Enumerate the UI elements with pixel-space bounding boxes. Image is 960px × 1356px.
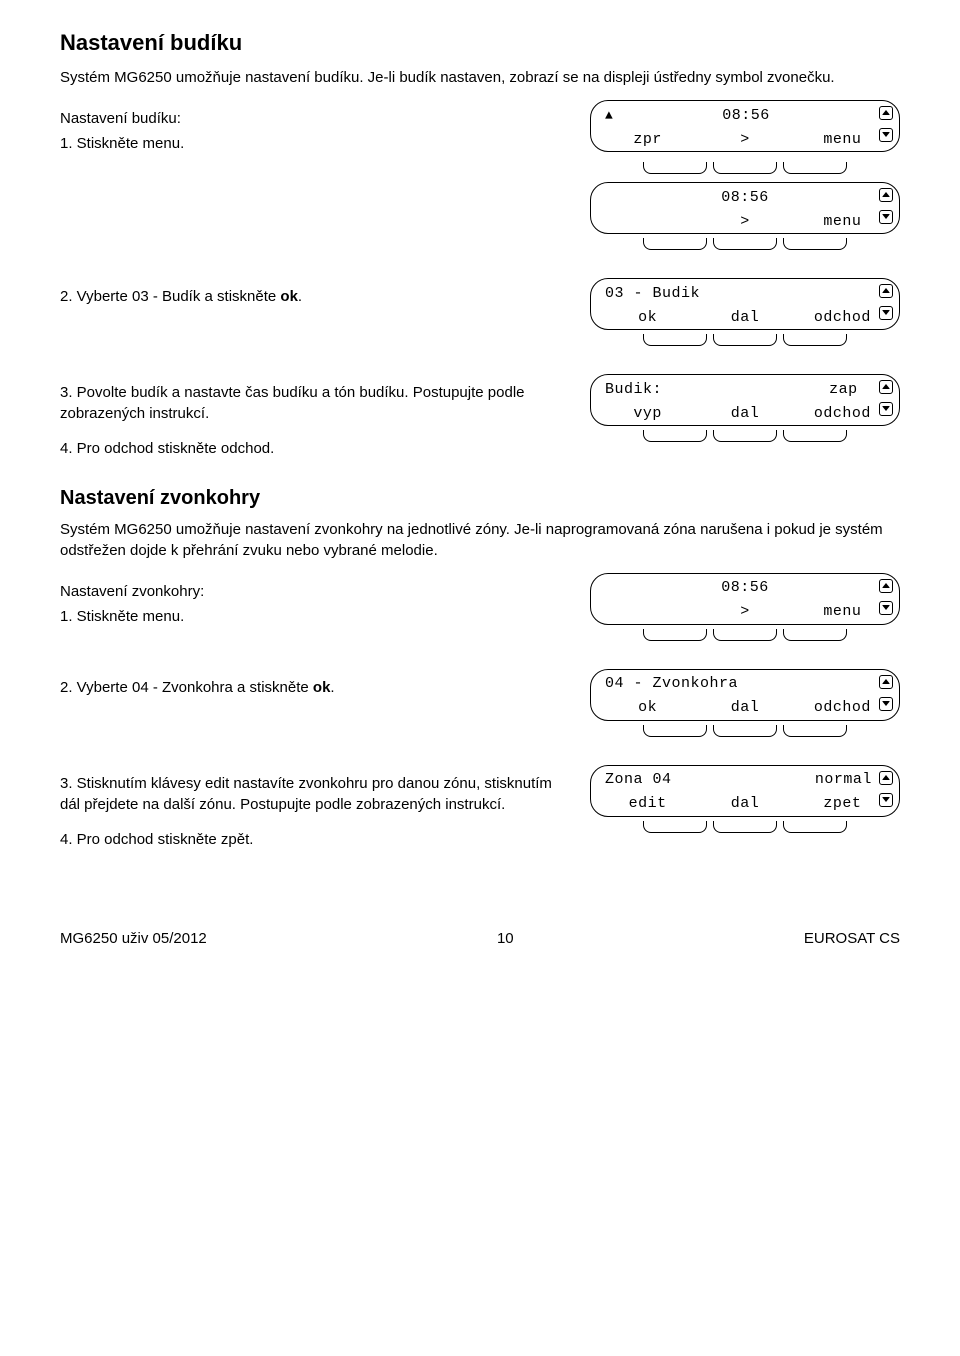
lcd-panel: ▲ 08:56 zpr > menu <box>590 100 900 152</box>
softkey[interactable] <box>783 430 847 442</box>
softkey-row <box>590 334 900 346</box>
alarm-steps-label: Nastavení budíku: <box>60 108 566 129</box>
softkey[interactable] <box>783 162 847 174</box>
lcd-time: 08:56 <box>699 107 793 124</box>
page-footer: MG6250 uživ 05/2012 10 EUROSAT CS <box>60 930 900 947</box>
scroll-arrows <box>879 675 893 711</box>
scroll-arrows <box>879 106 893 142</box>
footer-left: MG6250 uživ 05/2012 <box>60 930 207 947</box>
softkey-label: dal <box>696 795 793 812</box>
lcd-line: normal <box>796 771 891 788</box>
scroll-arrows <box>879 579 893 615</box>
alarm-step1: 1. Stiskněte menu. <box>60 133 566 154</box>
softkey[interactable] <box>643 238 707 250</box>
softkey[interactable] <box>713 334 777 346</box>
lcd-panel: 04 - Zvonkohra ok dal odchod <box>590 669 900 721</box>
softkey-row <box>590 629 900 641</box>
chime-step3: 3. Stisknutím klávesy edit nastavíte zvo… <box>60 773 566 815</box>
softkey-label: > <box>696 603 793 620</box>
softkey[interactable] <box>713 162 777 174</box>
softkey[interactable] <box>713 821 777 833</box>
softkey-row <box>590 725 900 737</box>
softkey[interactable] <box>643 629 707 641</box>
lcd-panel: 08:56 > menu <box>590 182 900 234</box>
softkey-label: odchod <box>794 405 891 422</box>
softkey[interactable] <box>783 629 847 641</box>
lcd-line: 04 - Zvonkohra <box>599 675 796 692</box>
scroll-arrows <box>879 188 893 224</box>
alarm-heading: Nastavení budíku <box>60 30 900 56</box>
softkey-label: > <box>696 213 793 230</box>
softkey-label: > <box>696 131 793 148</box>
chime-step2-bold: ok <box>313 679 331 696</box>
alarm-intro: Systém MG6250 umožňuje nastavení budíku.… <box>60 68 900 88</box>
status-icon: ▲ <box>599 108 699 123</box>
softkey-label: odchod <box>794 309 891 326</box>
lcd-panel: 08:56 > menu <box>590 573 900 625</box>
alarm-step3: 3. Povolte budík a nastavte čas budíku a… <box>60 382 566 424</box>
softkey-label: dal <box>696 699 793 716</box>
softkey[interactable] <box>713 629 777 641</box>
softkey[interactable] <box>643 334 707 346</box>
softkey-row <box>590 162 900 174</box>
softkey[interactable] <box>713 725 777 737</box>
scroll-arrows <box>879 284 893 320</box>
alarm-step2-pre: 2. Vyberte 03 - Budík a stiskněte <box>60 288 280 305</box>
softkey-row <box>590 430 900 442</box>
softkey-row <box>590 238 900 250</box>
softkey[interactable] <box>643 821 707 833</box>
alarm-step2-bold: ok <box>280 288 298 305</box>
footer-page-number: 10 <box>497 930 514 947</box>
scroll-arrows <box>879 380 893 416</box>
lcd-panel: Zona 04 normal edit dal zpet <box>590 765 900 817</box>
softkey[interactable] <box>783 821 847 833</box>
chime-steps-label: Nastavení zvonkohry: <box>60 581 566 602</box>
lcd-line: 03 - Budik <box>599 285 796 302</box>
lcd-panel: Budik: zap vyp dal odchod <box>590 374 900 426</box>
footer-right: EUROSAT CS <box>804 930 900 947</box>
lcd-line: Zona 04 <box>599 771 700 788</box>
lcd-time: 08:56 <box>696 189 793 206</box>
lcd-line: zap <box>796 381 891 398</box>
softkey-label: menu <box>794 131 891 148</box>
lcd-line: Budik: <box>599 381 700 398</box>
softkey[interactable] <box>643 430 707 442</box>
chime-step2-pre: 2. Vyberte 04 - Zvonkohra a stiskněte <box>60 679 313 696</box>
softkey-label: dal <box>696 405 793 422</box>
softkey-label: menu <box>794 603 891 620</box>
scroll-arrows <box>879 771 893 807</box>
chime-step4: 4. Pro odchod stiskněte zpět. <box>60 829 566 850</box>
softkey-label: dal <box>696 309 793 326</box>
softkey-label: odchod <box>794 699 891 716</box>
softkey[interactable] <box>783 725 847 737</box>
chime-intro: Systém MG6250 umožňuje nastavení zvonkoh… <box>60 520 900 561</box>
softkey-label: menu <box>794 213 891 230</box>
alarm-step4: 4. Pro odchod stiskněte odchod. <box>60 438 566 459</box>
chime-step2-post: . <box>330 679 334 696</box>
softkey[interactable] <box>643 725 707 737</box>
lcd-panel: 03 - Budik ok dal odchod <box>590 278 900 330</box>
softkey[interactable] <box>783 238 847 250</box>
chime-heading: Nastavení zvonkohry <box>60 487 900 510</box>
softkey-label: ok <box>599 309 696 326</box>
softkey[interactable] <box>713 238 777 250</box>
softkey-label: zpr <box>599 131 696 148</box>
softkey[interactable] <box>783 334 847 346</box>
lcd-time: 08:56 <box>696 579 793 596</box>
softkey[interactable] <box>643 162 707 174</box>
alarm-step2-post: . <box>298 288 302 305</box>
softkey-label: ok <box>599 699 696 716</box>
softkey[interactable] <box>713 430 777 442</box>
softkey-label: vyp <box>599 405 696 422</box>
softkey-row <box>590 821 900 833</box>
softkey-label: zpet <box>794 795 891 812</box>
softkey-label: edit <box>599 795 696 812</box>
chime-step1: 1. Stiskněte menu. <box>60 606 566 627</box>
